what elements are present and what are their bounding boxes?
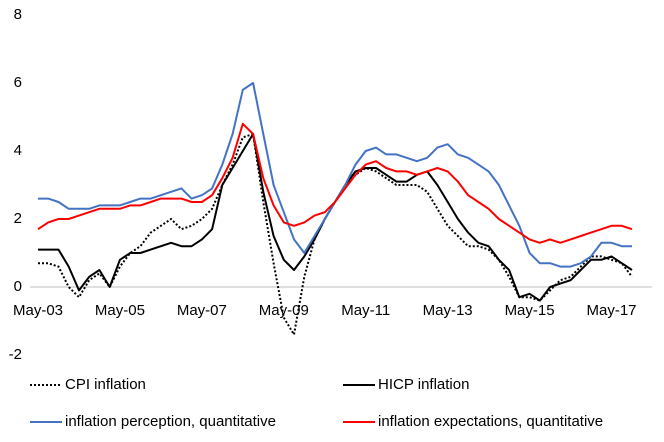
x-tick-label: May-07	[177, 302, 227, 319]
x-tick-label: May-05	[95, 302, 145, 319]
x-tick-label: May-15	[505, 302, 555, 319]
y-tick-label: 0	[14, 278, 22, 295]
legend-label: inflation perception, quantitative	[65, 413, 276, 430]
y-tick-label: 6	[14, 74, 22, 91]
series-line	[38, 82, 632, 268]
legend-label: CPI inflation	[65, 376, 146, 393]
x-tick-label: May-17	[587, 302, 637, 319]
x-tick-label: May-13	[423, 302, 473, 319]
x-tick-label: May-11	[341, 302, 390, 319]
y-tick-label: 2	[14, 210, 22, 227]
series-line	[38, 133, 633, 302]
x-tick-label: May-03	[13, 302, 63, 319]
y-tick-label: 4	[14, 142, 22, 159]
legend-label: inflation expectations, quantitative	[378, 413, 603, 430]
series-line	[37, 122, 633, 244]
y-tick-label: 8	[14, 6, 22, 23]
legend-label: HICP inflation	[378, 376, 469, 393]
y-tick-label: -2	[9, 346, 22, 363]
x-tick-label: May-09	[259, 302, 309, 319]
